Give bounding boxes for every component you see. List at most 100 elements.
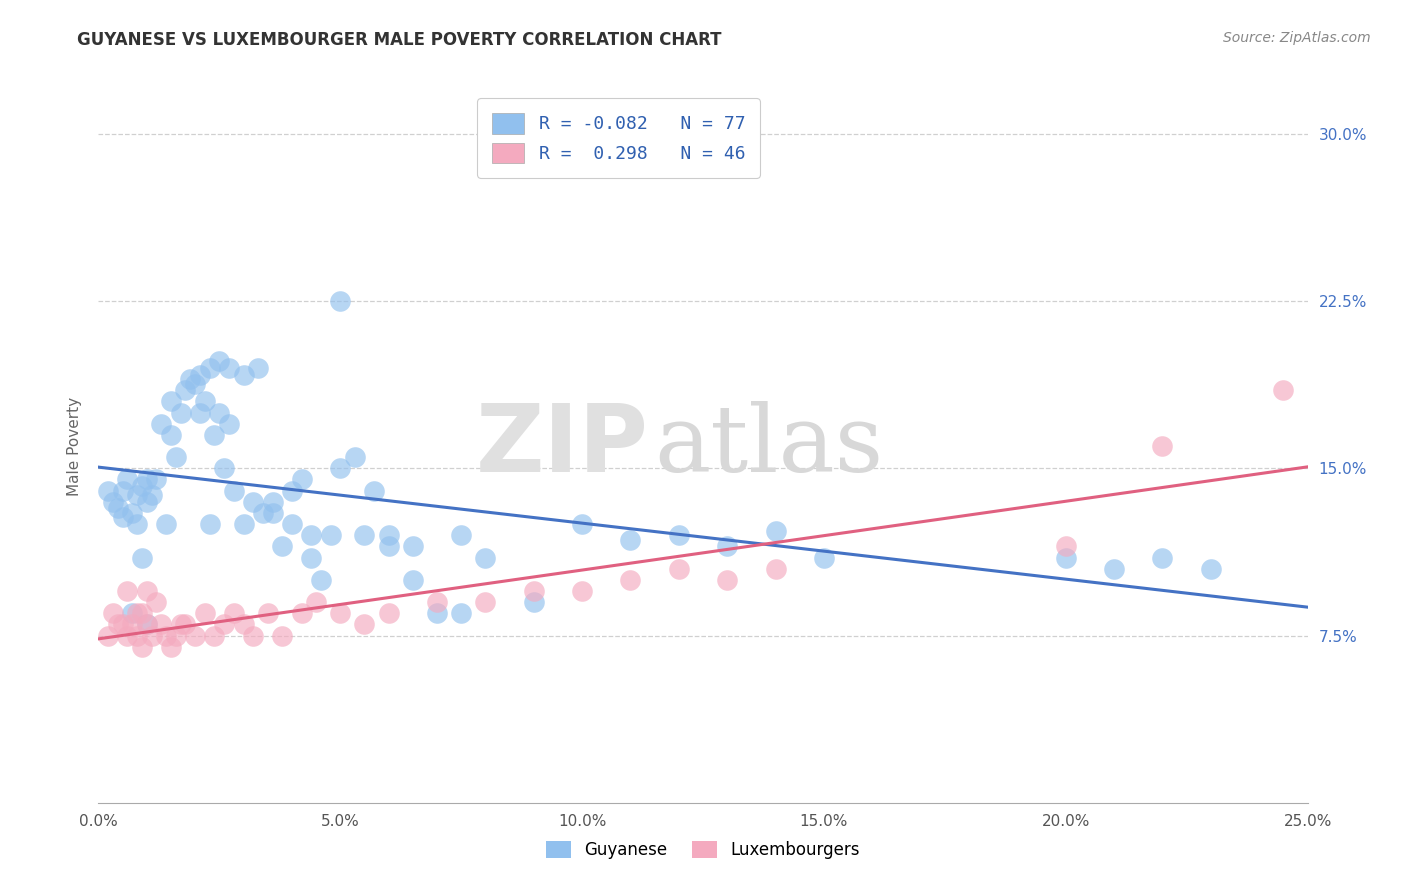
Point [127, 607, 149, 621]
Point [160, 640, 183, 654]
Point [188, 368, 211, 382]
Point [363, 483, 385, 498]
Point [299, 550, 322, 565]
Point [97, 483, 120, 498]
Point [135, 583, 157, 598]
Point [141, 488, 163, 502]
Point [281, 483, 304, 498]
Point [232, 617, 254, 632]
Point [256, 607, 278, 621]
Point [252, 506, 274, 520]
Point [319, 528, 342, 542]
Point [450, 607, 472, 621]
Point [155, 628, 177, 642]
Point [402, 539, 425, 553]
Point [131, 550, 153, 565]
Point [377, 607, 399, 621]
Point [299, 528, 322, 542]
Point [169, 617, 191, 632]
Point [290, 472, 312, 486]
Text: GUYANESE VS LUXEMBOURGER MALE POVERTY CORRELATION CHART: GUYANESE VS LUXEMBOURGER MALE POVERTY CO… [77, 31, 721, 49]
Point [1199, 562, 1222, 576]
Point [668, 562, 690, 576]
Point [198, 516, 221, 531]
Point [101, 607, 124, 621]
Point [150, 417, 173, 431]
Point [111, 510, 134, 524]
Point [1102, 562, 1125, 576]
Point [1054, 539, 1077, 553]
Point [131, 640, 153, 654]
Point [813, 550, 835, 565]
Point [329, 607, 352, 621]
Point [716, 539, 738, 553]
Point [198, 360, 221, 375]
Point [150, 617, 173, 632]
Point [121, 617, 143, 632]
Point [343, 450, 366, 464]
Point [107, 617, 129, 632]
Point [1152, 550, 1174, 565]
Point [184, 628, 207, 642]
Point [329, 293, 352, 308]
Point [131, 607, 153, 621]
Point [135, 617, 157, 632]
Point [290, 607, 312, 621]
Point [121, 506, 143, 520]
Point [523, 595, 546, 609]
Point [160, 394, 183, 409]
Point [121, 607, 143, 621]
Point [305, 595, 328, 609]
Point [135, 472, 157, 486]
Point [135, 617, 157, 632]
Point [1152, 439, 1174, 453]
Text: ZIP: ZIP [475, 400, 648, 492]
Point [145, 472, 167, 486]
Point [668, 528, 690, 542]
Point [242, 628, 264, 642]
Point [155, 516, 177, 531]
Point [1272, 384, 1295, 398]
Point [353, 617, 375, 632]
Point [571, 583, 593, 598]
Point [194, 607, 217, 621]
Point [127, 516, 149, 531]
Point [160, 427, 183, 442]
Point [450, 528, 472, 542]
Point [353, 528, 375, 542]
Point [165, 628, 187, 642]
Point [271, 539, 294, 553]
Point [309, 573, 332, 587]
Point [204, 628, 226, 642]
Point [141, 628, 163, 642]
Point [222, 483, 245, 498]
Point [765, 562, 787, 576]
Point [97, 628, 120, 642]
Point [208, 405, 231, 419]
Point [111, 617, 134, 632]
Point [212, 461, 235, 475]
Point [208, 354, 231, 368]
Point [523, 583, 546, 598]
Point [188, 405, 211, 419]
Point [145, 595, 167, 609]
Point [271, 628, 294, 642]
Point [281, 516, 304, 531]
Y-axis label: Male Poverty: Male Poverty [67, 396, 83, 496]
Point [194, 394, 217, 409]
Point [127, 488, 149, 502]
Point [218, 360, 240, 375]
Point [377, 539, 399, 553]
Point [101, 494, 124, 508]
Point [242, 494, 264, 508]
Point [117, 628, 139, 642]
Point [329, 461, 352, 475]
Legend: Guyanese, Luxembourgers: Guyanese, Luxembourgers [538, 834, 868, 866]
Text: atlas: atlas [655, 401, 884, 491]
Point [474, 595, 496, 609]
Point [426, 595, 449, 609]
Point [1054, 550, 1077, 565]
Point [426, 607, 449, 621]
Point [135, 494, 157, 508]
Point [619, 533, 641, 547]
